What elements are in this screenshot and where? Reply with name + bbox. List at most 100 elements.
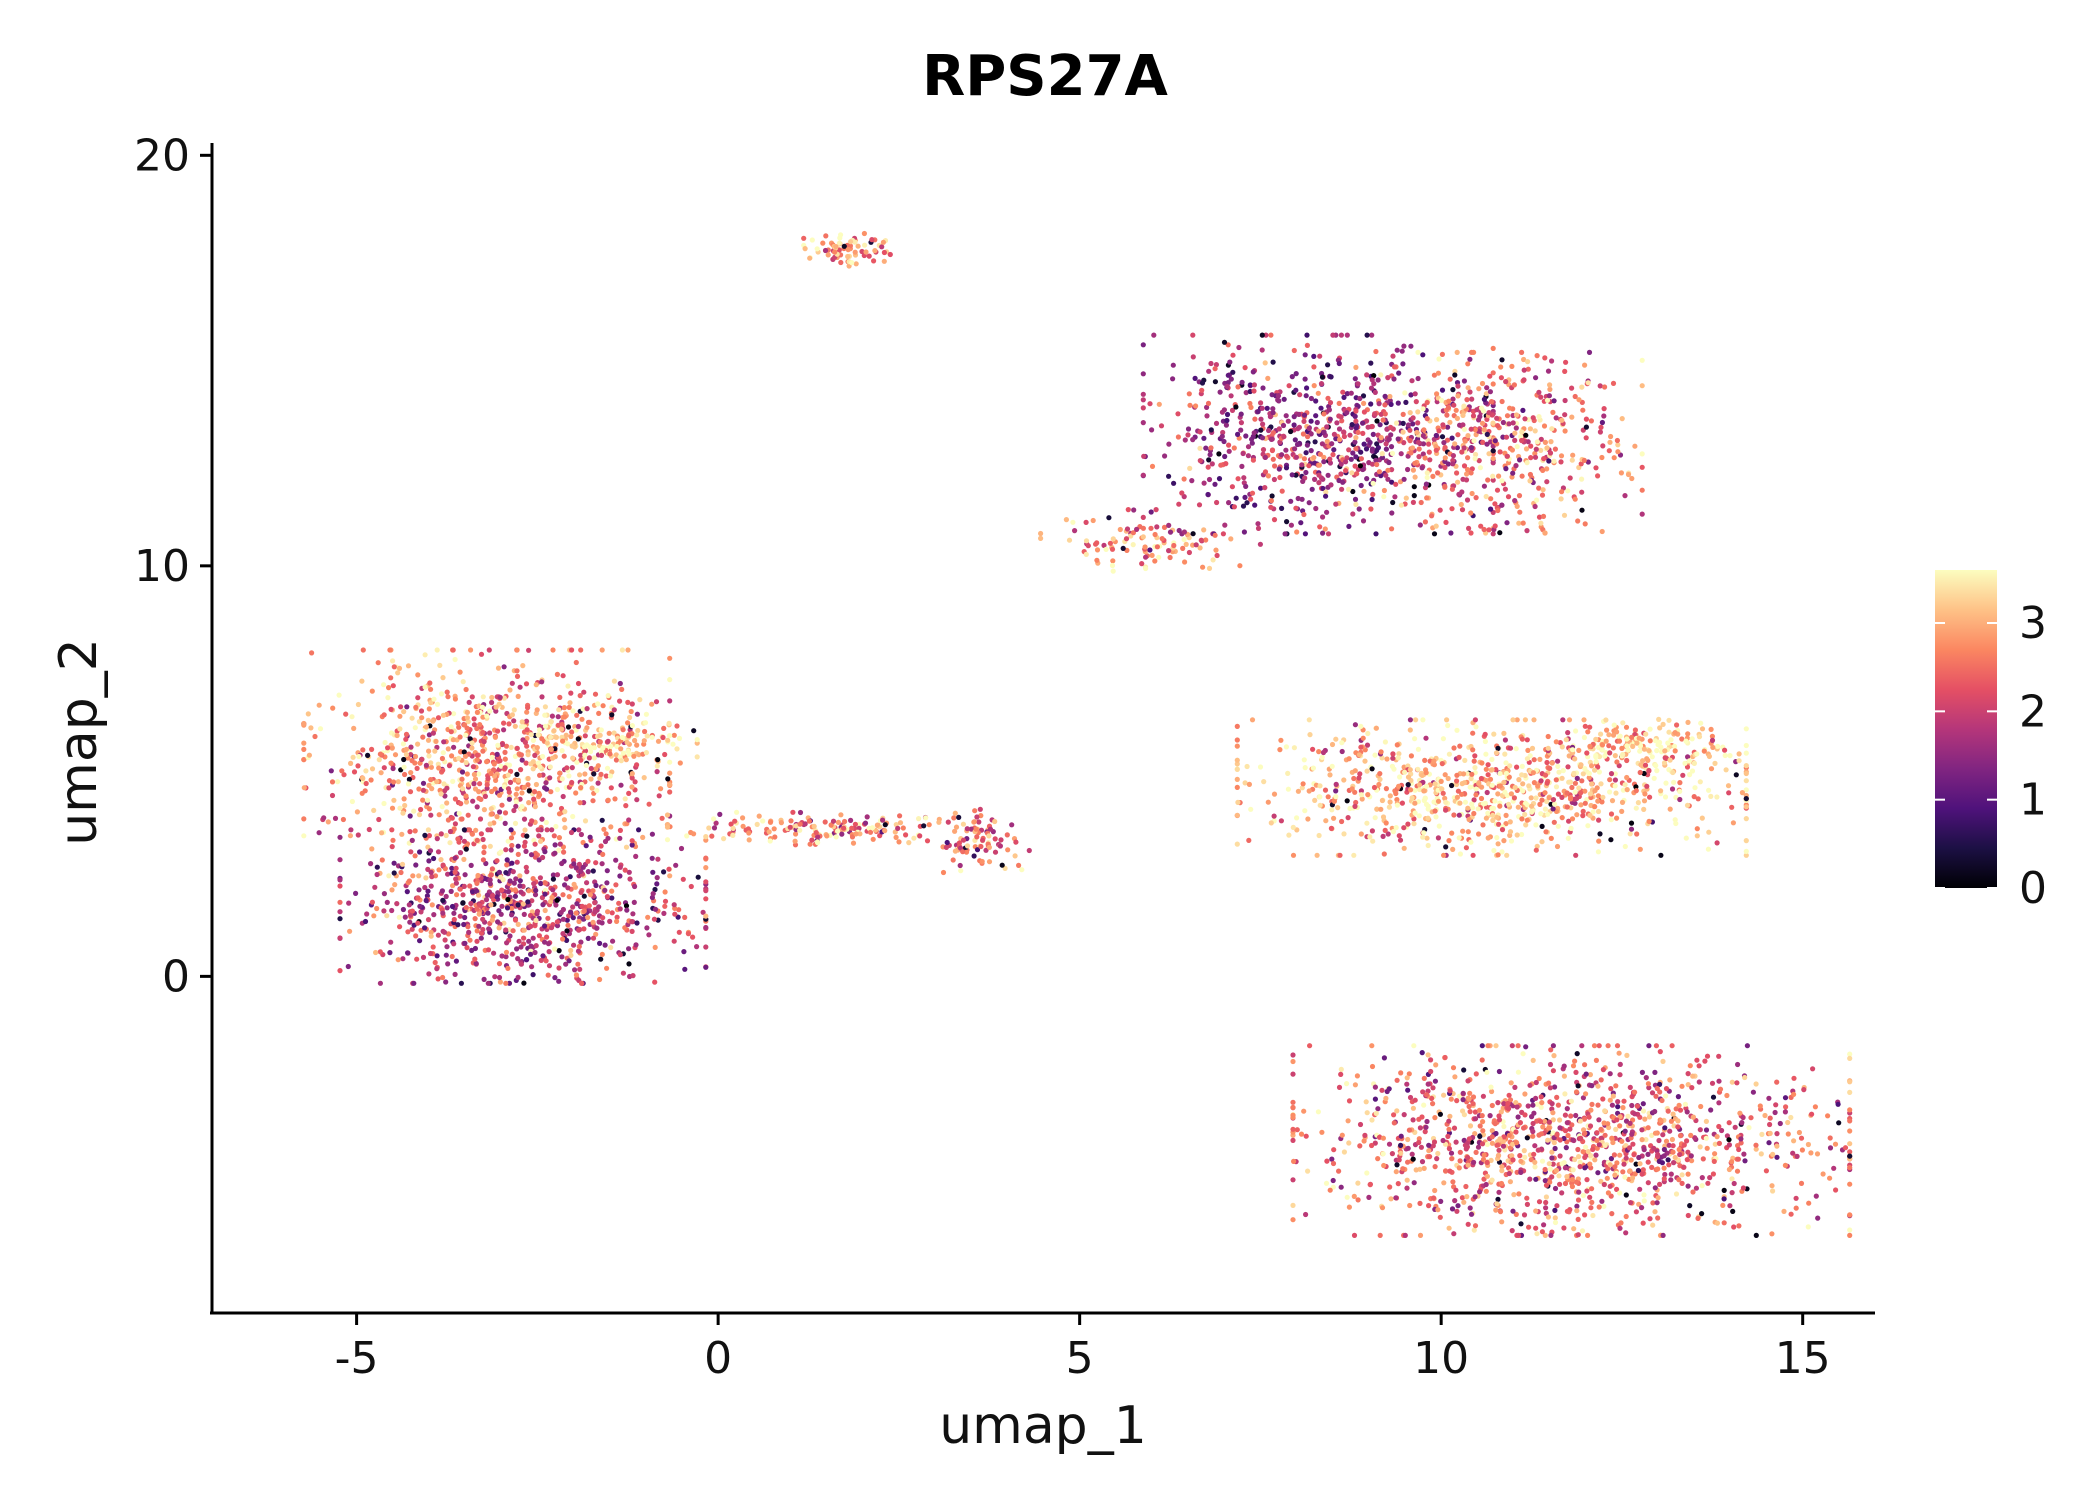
cell-point [1489, 782, 1495, 788]
cell-point [1224, 411, 1231, 418]
cell-point [1203, 445, 1209, 451]
cell-point [684, 833, 690, 839]
cell-point [484, 782, 490, 788]
cell-point [1292, 446, 1298, 452]
cell-point [548, 734, 554, 740]
cell-point [489, 866, 495, 872]
cell-point [1547, 382, 1553, 388]
cell-point [1663, 780, 1669, 786]
cell-point [440, 974, 446, 981]
cell-point [1300, 781, 1306, 787]
cell-point [1156, 554, 1162, 560]
cell-point [560, 793, 566, 800]
cell-point [566, 704, 572, 711]
cell-point [1672, 730, 1678, 736]
cell-point [1615, 442, 1621, 448]
cell-point [497, 979, 503, 985]
cell-point [452, 869, 458, 875]
cell-point [435, 761, 441, 767]
cell-point [1597, 383, 1603, 389]
cell-point [1192, 375, 1198, 381]
cell-point [1645, 1159, 1651, 1165]
cell-point [1161, 524, 1168, 531]
cell-point [1549, 426, 1555, 432]
cell-point [390, 837, 396, 843]
cell-point [548, 898, 554, 905]
cell-point [1341, 831, 1347, 837]
cell-point [535, 827, 541, 833]
cell-point [1562, 368, 1568, 374]
cell-point [1510, 420, 1516, 426]
cell-point [943, 844, 950, 851]
cell-point [1472, 765, 1478, 771]
cell-point [575, 961, 581, 967]
cell-point [429, 874, 435, 880]
cell-point [1373, 457, 1379, 463]
cell-point [609, 895, 615, 901]
cell-point [1655, 742, 1661, 748]
cell-point [539, 816, 545, 822]
cell-point [1228, 376, 1234, 382]
cell-point [408, 849, 414, 855]
cell-point [561, 753, 567, 759]
cell-point [582, 818, 589, 824]
cell-point [1231, 445, 1237, 451]
cell-point [474, 906, 480, 912]
cell-point [1166, 441, 1172, 447]
cell-point [484, 759, 490, 765]
cell-point [1482, 800, 1488, 806]
cell-point [1512, 437, 1518, 443]
cell-point [1248, 806, 1254, 812]
cell-point [415, 895, 421, 901]
cell-point [1335, 805, 1341, 811]
cell-point [505, 965, 511, 972]
cell-point [1094, 547, 1101, 553]
cell-point [489, 788, 495, 795]
cell-point [1449, 506, 1455, 512]
cell-point [1608, 817, 1614, 823]
cell-point [1234, 784, 1240, 791]
cell-point [974, 834, 980, 840]
cell-point [1401, 845, 1407, 851]
cell-point [508, 827, 514, 833]
cell-point [1405, 782, 1411, 788]
cell-point [613, 757, 620, 763]
cell-point [936, 819, 942, 825]
cell-point [1454, 470, 1460, 476]
cell-point [1658, 852, 1664, 858]
cell-point [494, 814, 500, 820]
cell-point [1412, 460, 1418, 466]
cell-point [1352, 376, 1358, 382]
cell-point [579, 716, 585, 722]
cell-point [631, 753, 637, 759]
cell-point [1541, 456, 1547, 462]
cell-point [375, 660, 381, 666]
cell-point [530, 766, 536, 772]
cell-point [551, 728, 557, 734]
cell-point [1190, 437, 1196, 443]
cell-point [332, 815, 339, 822]
cell-point [1697, 779, 1703, 785]
cell-point [449, 903, 456, 910]
cell-point [517, 883, 523, 889]
cell-point [449, 953, 455, 960]
cell-point [1549, 358, 1555, 364]
cell-point [897, 813, 903, 819]
cell-point [983, 847, 989, 853]
cell-point [590, 935, 597, 941]
cell-point [1410, 415, 1416, 421]
cell-point [1379, 797, 1385, 804]
cell-point [415, 920, 421, 926]
cell-point [643, 750, 650, 756]
cell-point [538, 880, 544, 887]
cell-point [480, 748, 486, 754]
cell-point [451, 826, 457, 832]
cell-point [514, 771, 520, 778]
cell-point [513, 803, 519, 809]
cell-point [1405, 774, 1412, 780]
cell-point [1436, 356, 1442, 362]
cell-point [508, 744, 514, 751]
cell-point [599, 861, 605, 867]
cell-point [438, 791, 444, 797]
cell-point [604, 868, 610, 874]
